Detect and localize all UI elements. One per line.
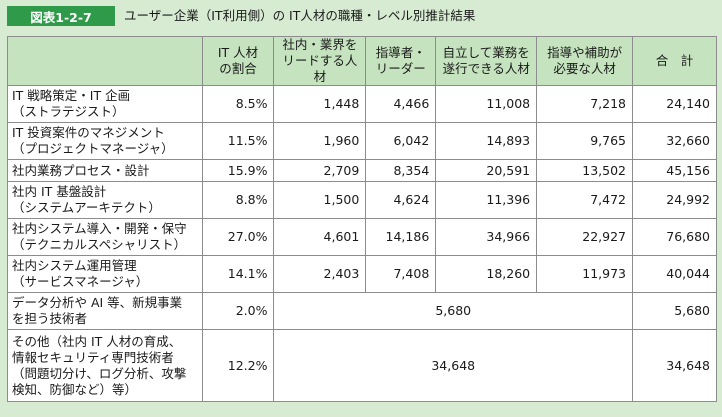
cell-total: 45,156 — [632, 159, 717, 182]
cell-ratio: 8.8% — [201, 181, 275, 219]
cell-support: 7,472 — [536, 181, 634, 219]
row-label: 社内 IT 基盤設計 （システムアーキテクト） — [7, 181, 203, 219]
cell-independent: 34,966 — [435, 218, 538, 256]
header-ratio: IT 人材 の割合 — [201, 36, 275, 86]
table-row: 社内システム運用管理 （サービスマネージャ） 14.1% 2,403 7,408 … — [7, 255, 717, 293]
row-label: データ分析や AI 等、新規事業 を担う技術者 — [7, 292, 203, 330]
row-label: 社内業務プロセス・設計 — [7, 159, 203, 182]
cell-total: 24,992 — [632, 181, 717, 219]
row-label: IT 投資案件のマネジメント （プロジェクトマネージャ） — [7, 122, 203, 160]
cell-lead: 1,500 — [273, 181, 367, 219]
cell-support: 13,502 — [536, 159, 634, 182]
cell-ratio: 11.5% — [201, 122, 275, 160]
cell-ratio: 12.2% — [201, 329, 275, 402]
cell-leader: 4,466 — [365, 85, 437, 123]
cell-merged-count: 5,680 — [273, 292, 634, 330]
cell-leader: 14,186 — [365, 218, 437, 256]
cell-lead: 2,709 — [273, 159, 367, 182]
table-row: 社内業務プロセス・設計 15.9% 2,709 8,354 20,591 13,… — [7, 159, 717, 182]
row-label: 社内システム導入・開発・保守 （テクニカルスペシャリスト） — [7, 218, 203, 256]
row-label: 社内システム運用管理 （サービスマネージャ） — [7, 255, 203, 293]
header-row: IT 人材 の割合 社内・業界を リードする人材 指導者・ リーダー 自立して業務を遂… — [7, 36, 717, 86]
cell-independent: 14,893 — [435, 122, 538, 160]
table-row: データ分析や AI 等、新規事業 を担う技術者 2.0% 5,680 5,680 — [7, 292, 717, 330]
header-leader: 指導者・ リーダー — [365, 36, 437, 86]
cell-lead: 4,601 — [273, 218, 367, 256]
table-row: 社内 IT 基盤設計 （システムアーキテクト） 8.8% 1,500 4,624 … — [7, 181, 717, 219]
header-blank — [7, 36, 203, 86]
cell-ratio: 2.0% — [201, 292, 275, 330]
estimate-table: IT 人材 の割合 社内・業界を リードする人材 指導者・ リーダー 自立して業務を遂… — [7, 36, 717, 402]
cell-independent: 11,396 — [435, 181, 538, 219]
cell-support: 9,765 — [536, 122, 634, 160]
header-independent: 自立して業務を 遂行できる人材 — [435, 36, 538, 86]
cell-lead: 1,448 — [273, 85, 367, 123]
header-support: 指導や補助が 必要な人材 — [536, 36, 634, 86]
cell-total: 76,680 — [632, 218, 717, 256]
cell-total: 24,140 — [632, 85, 717, 123]
table-row: その他（社内 IT 人材の育成、 情報セキュリティ専門技術者 （問題切分け、ログ分析… — [7, 329, 717, 402]
header-lead: 社内・業界を リードする人材 — [273, 36, 367, 86]
figure-label: 図表1-2-7 — [7, 6, 115, 26]
cell-leader: 7,408 — [365, 255, 437, 293]
cell-total: 5,680 — [632, 292, 717, 330]
figure-title: ユーザー企業（IT利用側）の IT人材の職種・レベル別推計結果 — [124, 8, 476, 23]
cell-independent: 18,260 — [435, 255, 538, 293]
table-row: 社内システム導入・開発・保守 （テクニカルスペシャリスト） 27.0% 4,601… — [7, 218, 717, 256]
cell-leader: 6,042 — [365, 122, 437, 160]
figure-header: 図表1-2-7 ユーザー企業（IT利用側）の IT人材の職種・レベル別推計結果 — [0, 0, 722, 30]
cell-total: 32,660 — [632, 122, 717, 160]
row-label: IT 戦略策定・IT 企画 （ストラテジスト） — [7, 85, 203, 123]
cell-lead: 2,403 — [273, 255, 367, 293]
cell-total: 40,044 — [632, 255, 717, 293]
cell-leader: 8,354 — [365, 159, 437, 182]
cell-ratio: 27.0% — [201, 218, 275, 256]
cell-independent: 11,008 — [435, 85, 538, 123]
header-total: 合 計 — [632, 36, 717, 86]
cell-merged-count: 34,648 — [273, 329, 634, 402]
row-label: その他（社内 IT 人材の育成、 情報セキュリティ専門技術者 （問題切分け、ログ分析… — [7, 329, 203, 402]
cell-ratio: 8.5% — [201, 85, 275, 123]
cell-independent: 20,591 — [435, 159, 538, 182]
cell-ratio: 15.9% — [201, 159, 275, 182]
cell-support: 22,927 — [536, 218, 634, 256]
table-row: IT 戦略策定・IT 企画 （ストラテジスト） 8.5% 1,448 4,466 … — [7, 85, 717, 123]
cell-support: 7,218 — [536, 85, 634, 123]
cell-support: 11,973 — [536, 255, 634, 293]
table-row: IT 投資案件のマネジメント （プロジェクトマネージャ） 11.5% 1,960 … — [7, 122, 717, 160]
cell-total: 34,648 — [632, 329, 717, 402]
cell-lead: 1,960 — [273, 122, 367, 160]
cell-ratio: 14.1% — [201, 255, 275, 293]
cell-leader: 4,624 — [365, 181, 437, 219]
